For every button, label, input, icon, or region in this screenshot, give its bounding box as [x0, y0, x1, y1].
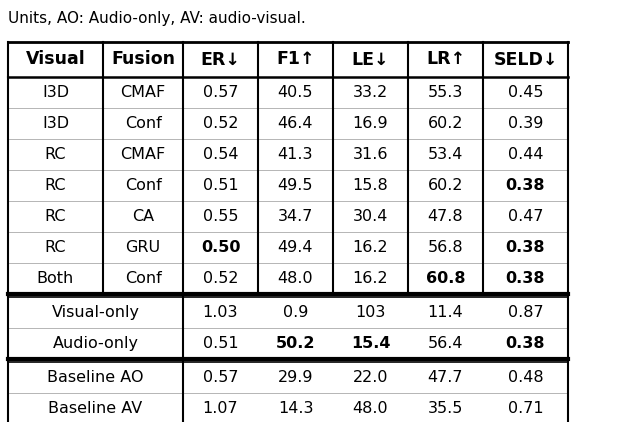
Text: 16.9: 16.9 — [353, 116, 388, 131]
Text: 33.2: 33.2 — [353, 85, 388, 100]
Text: 47.7: 47.7 — [428, 370, 463, 385]
Text: 11.4: 11.4 — [428, 305, 463, 320]
Text: F1↑: F1↑ — [276, 51, 315, 68]
Text: Visual-only: Visual-only — [51, 305, 140, 320]
Text: Conf: Conf — [125, 116, 161, 131]
Text: LR↑: LR↑ — [426, 51, 465, 68]
Text: RC: RC — [45, 178, 67, 193]
Text: 0.9: 0.9 — [283, 305, 308, 320]
Text: 0.57: 0.57 — [203, 85, 238, 100]
Text: RC: RC — [45, 209, 67, 224]
Text: 22.0: 22.0 — [353, 370, 388, 385]
Text: 47.8: 47.8 — [428, 209, 463, 224]
Text: 0.57: 0.57 — [203, 370, 238, 385]
Text: 0.38: 0.38 — [506, 240, 545, 255]
Text: 60.2: 60.2 — [428, 116, 463, 131]
Text: 35.5: 35.5 — [428, 401, 463, 416]
Text: 56.8: 56.8 — [428, 240, 463, 255]
Text: Visual: Visual — [26, 51, 85, 68]
Text: 0.51: 0.51 — [203, 178, 238, 193]
Text: 53.4: 53.4 — [428, 147, 463, 162]
Text: 0.52: 0.52 — [203, 116, 238, 131]
Text: Units, AO: Audio-only, AV: audio-visual.: Units, AO: Audio-only, AV: audio-visual. — [8, 11, 306, 25]
Text: 0.39: 0.39 — [508, 116, 543, 131]
Text: 60.8: 60.8 — [426, 271, 465, 286]
Text: 31.6: 31.6 — [353, 147, 388, 162]
Text: 0.44: 0.44 — [508, 147, 543, 162]
Text: 0.51: 0.51 — [203, 336, 238, 351]
Text: 16.2: 16.2 — [353, 240, 388, 255]
Text: ER↓: ER↓ — [200, 51, 241, 68]
Text: Baseline AV: Baseline AV — [49, 401, 143, 416]
Text: GRU: GRU — [125, 240, 161, 255]
Text: 1.03: 1.03 — [203, 305, 238, 320]
Text: 0.71: 0.71 — [508, 401, 543, 416]
Text: 0.38: 0.38 — [506, 178, 545, 193]
Text: 0.38: 0.38 — [506, 271, 545, 286]
Text: 49.4: 49.4 — [278, 240, 313, 255]
Text: 60.2: 60.2 — [428, 178, 463, 193]
Text: I3D: I3D — [42, 85, 69, 100]
Text: 1.07: 1.07 — [203, 401, 238, 416]
Text: RC: RC — [45, 240, 67, 255]
Text: 30.4: 30.4 — [353, 209, 388, 224]
Text: 46.4: 46.4 — [278, 116, 313, 131]
Text: 41.3: 41.3 — [278, 147, 313, 162]
Text: Audio-only: Audio-only — [52, 336, 138, 351]
Text: LE↓: LE↓ — [352, 51, 389, 68]
Text: CA: CA — [132, 209, 154, 224]
Text: 50.2: 50.2 — [276, 336, 316, 351]
Text: Both: Both — [37, 271, 74, 286]
Text: Conf: Conf — [125, 271, 161, 286]
Text: 14.3: 14.3 — [278, 401, 313, 416]
Text: 34.7: 34.7 — [278, 209, 313, 224]
Text: CMAF: CMAF — [120, 147, 166, 162]
Text: 0.87: 0.87 — [508, 305, 543, 320]
Text: 15.4: 15.4 — [351, 336, 390, 351]
Text: 0.47: 0.47 — [508, 209, 543, 224]
Text: 0.52: 0.52 — [203, 271, 238, 286]
Text: 103: 103 — [355, 305, 386, 320]
Text: 48.0: 48.0 — [353, 401, 388, 416]
Text: I3D: I3D — [42, 116, 69, 131]
Text: Fusion: Fusion — [111, 51, 175, 68]
Text: 40.5: 40.5 — [278, 85, 313, 100]
Text: 16.2: 16.2 — [353, 271, 388, 286]
Text: 0.50: 0.50 — [201, 240, 240, 255]
Text: 49.5: 49.5 — [278, 178, 313, 193]
Text: 0.48: 0.48 — [508, 370, 543, 385]
Text: 56.4: 56.4 — [428, 336, 463, 351]
Text: RC: RC — [45, 147, 67, 162]
Text: 0.38: 0.38 — [506, 336, 545, 351]
Text: 0.54: 0.54 — [203, 147, 238, 162]
Text: 29.9: 29.9 — [278, 370, 313, 385]
Text: 0.55: 0.55 — [203, 209, 238, 224]
Text: 48.0: 48.0 — [278, 271, 314, 286]
Text: Conf: Conf — [125, 178, 161, 193]
Text: 15.8: 15.8 — [353, 178, 388, 193]
Text: 0.45: 0.45 — [508, 85, 543, 100]
Text: Baseline AO: Baseline AO — [47, 370, 144, 385]
Text: SELD↓: SELD↓ — [493, 51, 557, 68]
Text: 55.3: 55.3 — [428, 85, 463, 100]
Text: CMAF: CMAF — [120, 85, 166, 100]
